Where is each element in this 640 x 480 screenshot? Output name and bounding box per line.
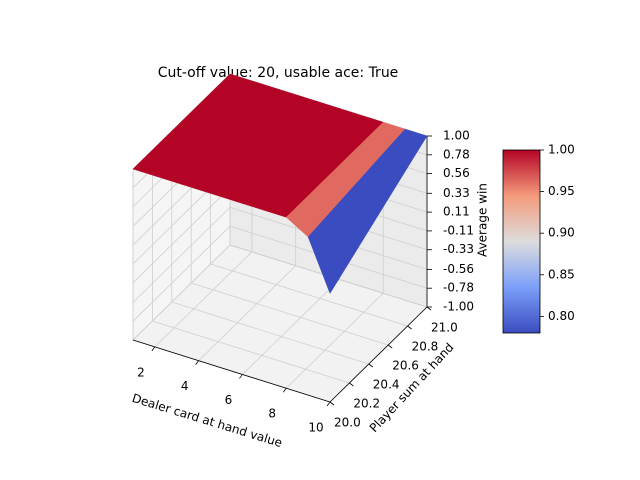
z-tick-label: -0.56 bbox=[443, 262, 474, 276]
y-tick-label: 20.4 bbox=[373, 378, 400, 392]
z-tick-label: -1.00 bbox=[443, 300, 474, 314]
x-tick-label: 8 bbox=[268, 407, 276, 421]
grid-line bbox=[132, 187, 231, 284]
x-tick-label: 6 bbox=[225, 393, 233, 407]
surface-facet bbox=[307, 128, 428, 294]
y-tick-label: 20.0 bbox=[334, 416, 361, 430]
z-tick-label: 1.00 bbox=[443, 129, 470, 143]
tick-mark bbox=[326, 401, 331, 407]
grid-line bbox=[132, 244, 231, 341]
z-tick-label: 0.56 bbox=[443, 166, 470, 180]
grid-line bbox=[242, 279, 340, 375]
grid-line bbox=[132, 207, 231, 303]
z-tick-label: -0.11 bbox=[443, 223, 474, 237]
y-tick-label: 20.8 bbox=[412, 340, 439, 354]
y-tick-label: 20.6 bbox=[392, 359, 419, 373]
tick-mark bbox=[282, 387, 287, 393]
y-tick-label: 21.0 bbox=[431, 321, 458, 335]
tick-mark bbox=[195, 360, 199, 365]
x-axis-label: Dealer card at hand value bbox=[130, 391, 283, 450]
y-tick-label: 20.2 bbox=[353, 397, 380, 411]
z-tick-label: -0.33 bbox=[443, 242, 474, 256]
x-tick-label: 2 bbox=[137, 365, 145, 379]
z-tick-label: 0.33 bbox=[443, 186, 470, 200]
tick-mark bbox=[387, 344, 393, 349]
colorbar-tick-label: 0.80 bbox=[548, 309, 575, 323]
tick-mark bbox=[426, 306, 432, 311]
colorbar-tick-label: 0.95 bbox=[548, 184, 575, 198]
grid-line bbox=[132, 225, 231, 322]
tick-mark bbox=[349, 382, 354, 387]
colorbar-tick-label: 0.90 bbox=[548, 226, 575, 240]
z-tick-label: -0.78 bbox=[443, 281, 474, 295]
tick-mark bbox=[329, 401, 335, 406]
grid-line bbox=[210, 263, 408, 327]
colorbar-tick-label: 1.00 bbox=[548, 143, 575, 157]
tick-mark bbox=[151, 346, 156, 352]
grid-line bbox=[152, 320, 350, 384]
grid-line bbox=[285, 292, 384, 389]
z-axis-label: Average win bbox=[476, 183, 490, 257]
chart-title: Cut-off value: 20, usable ace: True bbox=[158, 65, 399, 81]
x-tick-label: 10 bbox=[308, 421, 323, 435]
grid-line bbox=[191, 282, 389, 346]
grid-line bbox=[198, 265, 296, 361]
colorbar bbox=[502, 149, 541, 334]
z-tick-label: 0.78 bbox=[443, 147, 470, 161]
z-tick-label: 0.11 bbox=[443, 205, 470, 219]
colorbar-tick-label: 0.85 bbox=[548, 267, 575, 281]
tick-mark bbox=[239, 374, 243, 379]
tick-mark bbox=[407, 325, 412, 330]
tick-mark bbox=[368, 363, 374, 368]
x-axis-line bbox=[132, 339, 331, 403]
grid-line bbox=[154, 251, 253, 348]
x-tick-label: 4 bbox=[181, 379, 189, 393]
y-axis-line bbox=[329, 306, 428, 403]
grid-line bbox=[171, 301, 369, 365]
